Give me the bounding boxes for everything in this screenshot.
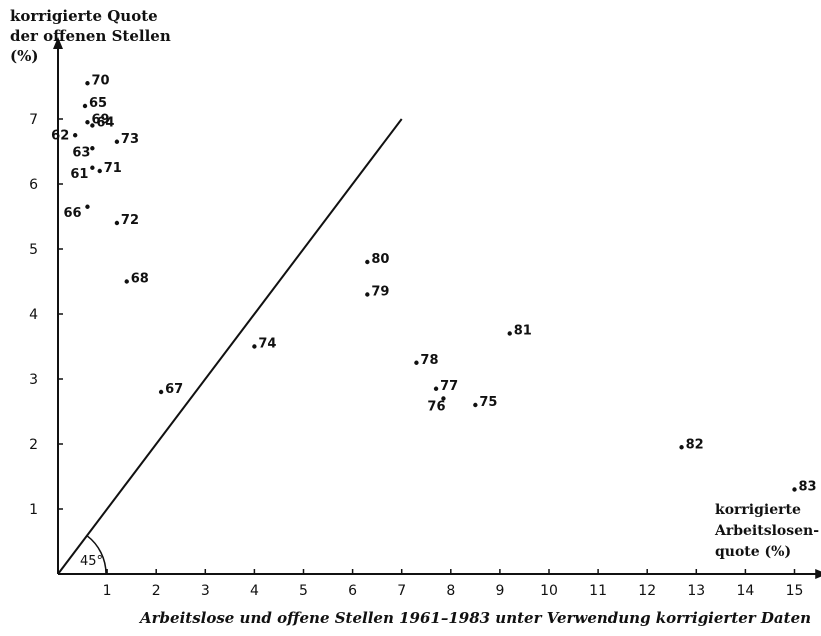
data-point-label: 70 [91, 73, 109, 88]
x-tick-label: 12 [638, 583, 656, 599]
angle-arc [86, 535, 107, 575]
x-tick-label: 6 [348, 583, 357, 599]
data-point [72, 133, 78, 138]
data-point [679, 445, 684, 450]
angle-label: 45° [80, 554, 103, 569]
data-point [433, 386, 439, 391]
data-point-label: 67 [165, 382, 183, 397]
data-point-label: 76 [427, 400, 445, 415]
data-point [85, 81, 90, 86]
data-point-label: 61 [70, 167, 88, 182]
x-axis-arrow [815, 569, 821, 579]
x-tick-label: 5 [299, 583, 308, 599]
data-point-label: 80 [371, 252, 389, 267]
data-point [97, 168, 102, 174]
x-tick-label: 4 [250, 583, 259, 599]
data-point [365, 259, 370, 265]
y-tick-label: 6 [29, 177, 38, 193]
y-tick-label: 7 [29, 112, 38, 128]
data-point [82, 103, 88, 109]
data-point-label: 62 [51, 128, 69, 143]
reference-line-45 [57, 118, 403, 575]
x-tick-label: 10 [540, 583, 558, 599]
x-tick-label: 14 [736, 583, 754, 599]
data-point [792, 487, 797, 492]
data-point-label: 77 [440, 379, 458, 394]
x-axis-label-line: Arbeitslosen- [715, 523, 820, 539]
data-point-label: 74 [258, 337, 276, 352]
data-point [114, 220, 120, 226]
x-axis-label-line: quote (%) [715, 544, 792, 560]
data-point [124, 279, 129, 284]
y-tick-label: 3 [29, 372, 38, 388]
data-point-label: 71 [104, 161, 122, 176]
axes [53, 37, 821, 579]
y-axis-label-line: (%) [10, 47, 39, 65]
data-point-label: 81 [514, 324, 532, 339]
data-point [473, 402, 478, 408]
x-tick-label: 13 [687, 583, 705, 599]
data-point [114, 139, 120, 144]
data-point-label: 65 [89, 96, 107, 111]
x-tick-label: 3 [201, 583, 210, 599]
data-point [414, 360, 419, 365]
data-point [90, 146, 95, 151]
y-axis-label-line: der offenen Stellen [10, 27, 171, 45]
data-point [252, 344, 257, 349]
y-axis-arrow [53, 37, 63, 49]
x-tick-label: 7 [397, 583, 406, 599]
y-tick-label: 4 [29, 307, 38, 323]
data-point-label: 64 [96, 116, 114, 131]
x-tick-label: 15 [786, 583, 804, 599]
data-point-label: 66 [63, 206, 81, 221]
reference-line-group: 45° [57, 118, 403, 575]
x-tick-label: 1 [103, 583, 112, 599]
data-point-label: 72 [121, 213, 139, 228]
data-point [90, 165, 95, 170]
data-point-label: 63 [72, 145, 90, 160]
data-point [158, 389, 164, 395]
data-point [85, 120, 90, 125]
data-point-label: 69 [91, 112, 109, 127]
data-point-label: 68 [131, 272, 149, 287]
y-axis-label-line: korrigierte Quote [10, 7, 158, 25]
x-tick-label: 11 [589, 583, 607, 599]
data-point-label: 78 [420, 353, 438, 368]
data-point-label: 73 [121, 132, 139, 147]
data-point [365, 292, 370, 297]
x-axis-label: korrigierte Arbeitslosen- quote (%) [715, 500, 819, 563]
data-point [85, 204, 90, 209]
y-tick-label: 2 [29, 437, 38, 453]
x-tick-label: 8 [446, 583, 455, 599]
data-point-label: 79 [371, 285, 389, 300]
x-tick-label: 9 [495, 583, 504, 599]
data-point [90, 123, 95, 128]
y-tick-label: 5 [29, 242, 38, 258]
data-point-label: 75 [479, 395, 497, 410]
y-tick-label: 1 [29, 502, 38, 518]
data-point [441, 396, 446, 401]
y-axis-label: korrigierte Quote der offenen Stellen (%… [10, 6, 171, 66]
x-axis-label-line: korrigierte [715, 502, 801, 518]
figure-caption: Arbeitslose und offene Stellen 1961–1983… [140, 609, 812, 627]
data-point [507, 331, 512, 336]
x-tick-label: 2 [152, 583, 161, 599]
data-point-label: 83 [799, 480, 817, 495]
data-point-label: 82 [686, 437, 704, 452]
